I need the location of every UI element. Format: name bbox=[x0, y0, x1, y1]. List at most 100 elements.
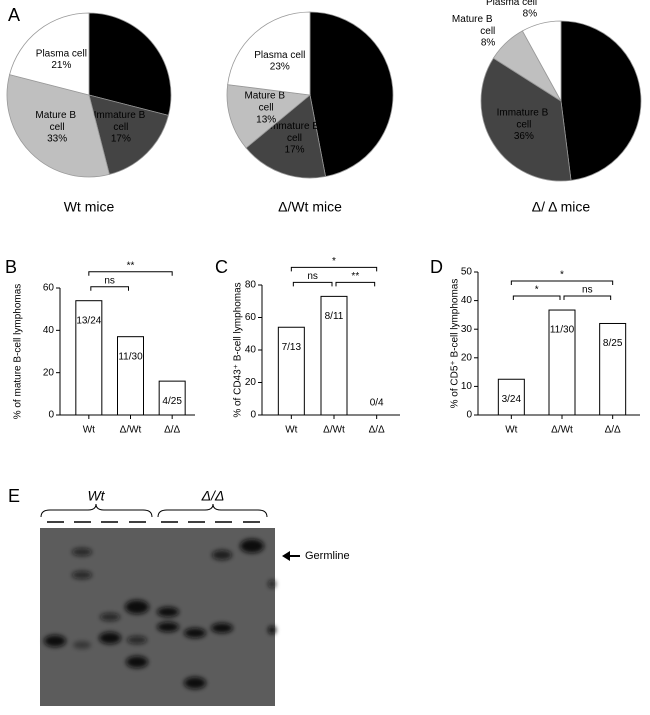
significance-label: ns bbox=[582, 285, 593, 296]
significance-bracket bbox=[290, 266, 378, 272]
arrow-label: Germline bbox=[305, 550, 350, 562]
slice-value-label: 17% bbox=[111, 134, 131, 145]
bar bbox=[277, 326, 305, 416]
slice-label: Mature B cell bbox=[452, 14, 495, 37]
value-label: 4/25 bbox=[162, 396, 182, 407]
brace bbox=[40, 503, 153, 518]
y-tick-label: 50 bbox=[461, 267, 473, 278]
x-tick-label: Δ/Δ bbox=[164, 425, 180, 436]
pie-slice bbox=[309, 11, 394, 177]
x-tick-label: Δ/Wt bbox=[323, 425, 345, 436]
y-tick-label: 60 bbox=[43, 283, 55, 294]
x-tick-label: Δ/Wt bbox=[120, 425, 142, 436]
group-label: Wt bbox=[87, 488, 105, 504]
pie-slice bbox=[226, 84, 311, 149]
panel-letter: E bbox=[8, 486, 20, 506]
chart-title: Wt mice bbox=[64, 199, 115, 215]
slice-value-label: 17% bbox=[285, 145, 305, 156]
value-label: 11/30 bbox=[118, 351, 143, 362]
slice-label: Immature B cell bbox=[94, 110, 148, 133]
pie-slice bbox=[6, 74, 110, 178]
panel-letter: A bbox=[8, 5, 20, 25]
bar bbox=[158, 380, 186, 416]
value-label: 3/24 bbox=[502, 394, 522, 405]
slice-label: Mature B cell bbox=[35, 110, 78, 133]
bar bbox=[117, 336, 144, 416]
slice-label: Immature B cell bbox=[497, 107, 551, 130]
y-tick-label: 10 bbox=[461, 381, 473, 392]
bands bbox=[44, 539, 276, 689]
chart-title: Δ/Wt mice bbox=[278, 199, 342, 215]
arrow-head bbox=[282, 551, 290, 561]
slice-value-label: 8% bbox=[523, 9, 538, 20]
significance-label: * bbox=[535, 285, 539, 296]
significance-bracket bbox=[512, 295, 561, 301]
slice-value-label: 47% bbox=[345, 97, 365, 108]
significance-bracket bbox=[88, 271, 173, 276]
y-tick-label: 40 bbox=[245, 345, 257, 356]
bar bbox=[320, 295, 348, 416]
significance-label: ns bbox=[307, 271, 318, 282]
slice-label: Plasma cell bbox=[254, 49, 305, 60]
slice-label: Plasma cell bbox=[486, 0, 537, 8]
significance-label: * bbox=[560, 270, 564, 281]
pie-slice bbox=[521, 20, 562, 102]
significance-label: ** bbox=[351, 271, 359, 282]
x-tick-label: Wt bbox=[505, 425, 517, 436]
panel-letter: D bbox=[430, 257, 443, 277]
y-tick-label: 20 bbox=[245, 377, 257, 388]
pie-slice bbox=[88, 12, 172, 116]
slice-value-label: 13% bbox=[256, 114, 276, 125]
bar bbox=[599, 322, 627, 416]
brace bbox=[157, 503, 268, 518]
slice-value-label: 21% bbox=[51, 60, 71, 71]
slice-label: Immature B cell bbox=[267, 121, 321, 144]
pie-slice bbox=[480, 57, 572, 182]
y-axis-label: % of CD43⁺ B-cell lymphomas bbox=[233, 282, 244, 417]
y-axis-label: % of mature B-cell lymphomas bbox=[13, 284, 24, 420]
x-tick-label: Δ/Wt bbox=[551, 425, 573, 436]
bar bbox=[497, 378, 525, 416]
pie-slice bbox=[245, 94, 327, 179]
y-tick-label: 0 bbox=[250, 410, 256, 421]
significance-bracket bbox=[563, 295, 612, 301]
chart-title: Δ/ Δ mice bbox=[532, 199, 591, 215]
significance-label: ns bbox=[104, 275, 115, 286]
pie-slice bbox=[88, 94, 169, 175]
slice-label: Pro/Pre B cell bbox=[332, 73, 378, 96]
y-tick-label: 0 bbox=[48, 410, 54, 421]
y-tick-label: 40 bbox=[43, 325, 55, 336]
value-label: 11/30 bbox=[550, 325, 575, 336]
y-tick-label: 20 bbox=[461, 352, 473, 363]
slice-value-label: 33% bbox=[47, 134, 67, 145]
value-label: 8/11 bbox=[325, 311, 344, 322]
slice-value-label: 23% bbox=[270, 61, 290, 72]
slice-value-label: 36% bbox=[514, 131, 534, 142]
y-tick-label: 80 bbox=[245, 280, 257, 291]
slice-value-label: 8% bbox=[481, 38, 496, 49]
panel-letter: B bbox=[5, 257, 17, 277]
group-label: Δ/Δ bbox=[201, 488, 225, 504]
significance-bracket bbox=[335, 281, 376, 287]
x-tick-label: Δ/Δ bbox=[605, 425, 621, 436]
value-label: 8/25 bbox=[603, 338, 623, 349]
pie-slice bbox=[560, 20, 642, 181]
slice-label: Mature B cell bbox=[244, 90, 287, 113]
significance-label: * bbox=[332, 256, 336, 267]
panel-letter: C bbox=[215, 257, 228, 277]
y-tick-label: 40 bbox=[461, 295, 473, 306]
x-tick-label: Wt bbox=[285, 425, 297, 436]
slice-label: Pro/Pre B cell bbox=[582, 81, 628, 104]
value-label: 13/24 bbox=[76, 315, 101, 326]
significance-bracket bbox=[292, 281, 333, 287]
value-label: 0/4 bbox=[370, 398, 384, 409]
gel: Wt Δ/Δ Germline bbox=[40, 488, 350, 706]
y-axis-label: % of CD5⁺ B-cell lymphomas bbox=[450, 279, 461, 409]
significance-bracket bbox=[510, 280, 614, 286]
value-label: 7/13 bbox=[282, 342, 302, 353]
pie-slice bbox=[227, 11, 311, 96]
x-tick-label: Wt bbox=[83, 425, 95, 436]
y-tick-label: 30 bbox=[461, 324, 473, 335]
y-tick-label: 60 bbox=[245, 312, 257, 323]
